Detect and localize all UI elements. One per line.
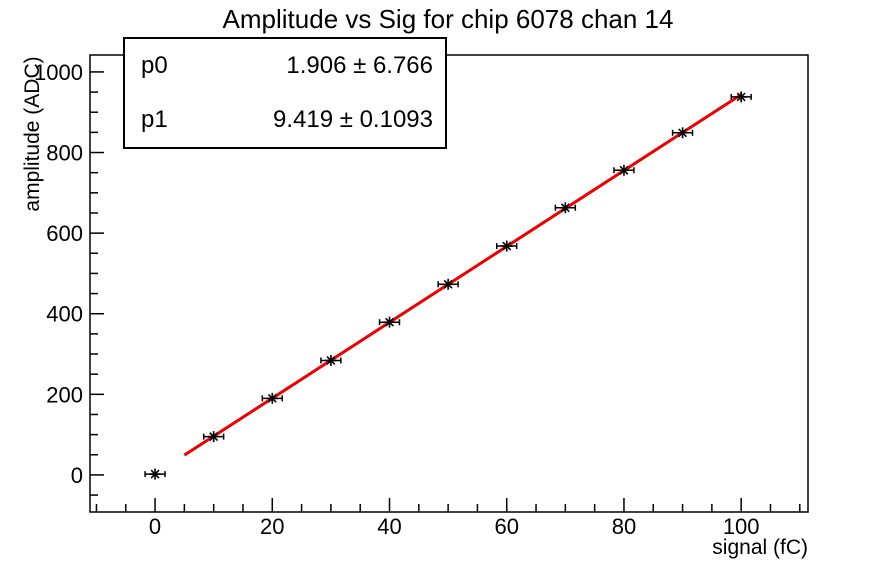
y-tick-label: 800 xyxy=(46,141,83,166)
chart-title: Amplitude vs Sig for chip 6078 chan 14 xyxy=(222,4,674,34)
data-marker xyxy=(618,164,630,176)
stats-param-value: 1.906 ± 6.766 xyxy=(286,52,433,79)
data-marker xyxy=(677,127,689,139)
stats-param-name: p1 xyxy=(141,106,168,133)
x-tick-label: 100 xyxy=(723,514,760,539)
marker-arm xyxy=(267,393,277,403)
data-marker xyxy=(735,91,747,103)
x-axis-title: signal (fC) xyxy=(712,536,808,559)
stats-param-value: 9.419 ± 0.1093 xyxy=(273,106,433,133)
marker-arm xyxy=(326,356,336,365)
x-tick-label: 0 xyxy=(149,514,161,539)
marker-arm xyxy=(443,279,453,289)
x-tick-label: 60 xyxy=(494,514,518,539)
stats-row-p1: p1 9.419 ± 0.1093 xyxy=(125,93,445,147)
marker-arm xyxy=(502,241,512,251)
marker-arm xyxy=(736,92,746,102)
y-tick-label: 600 xyxy=(46,221,83,246)
marker-arm xyxy=(209,432,219,442)
y-tick-label: 0 xyxy=(71,463,83,488)
fit-line xyxy=(183,93,742,457)
y-axis-title: amplitude (ADC) xyxy=(21,56,44,212)
marker-arm xyxy=(385,317,394,327)
x-tick-label: 20 xyxy=(260,514,284,539)
stats-row-p0: p0 1.906 ± 6.766 xyxy=(125,39,445,93)
data-marker xyxy=(501,240,513,252)
marker-arm xyxy=(619,165,629,175)
data-marker xyxy=(266,392,278,404)
stats-param-name: p0 xyxy=(141,52,168,79)
data-marker xyxy=(208,431,220,443)
y-tick-label: 1000 xyxy=(34,60,83,85)
fit-stats-box: p0 1.906 ± 6.766 p1 9.419 ± 0.1093 xyxy=(123,37,447,149)
x-tick-label: 80 xyxy=(612,514,636,539)
marker-arm xyxy=(560,203,570,213)
marker-arm xyxy=(150,469,160,479)
data-marker xyxy=(384,316,396,328)
data-marker xyxy=(325,354,337,366)
marker-arm xyxy=(678,128,688,138)
data-marker xyxy=(559,202,571,214)
plot-frame xyxy=(89,54,809,513)
y-tick-label: 400 xyxy=(46,302,83,327)
data-marker xyxy=(442,278,454,290)
x-tick-label: 40 xyxy=(377,514,401,539)
data-marker xyxy=(149,468,161,480)
y-tick-label: 200 xyxy=(46,382,83,407)
